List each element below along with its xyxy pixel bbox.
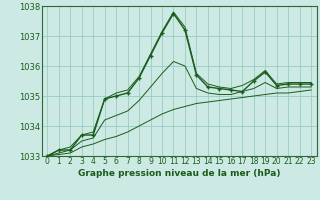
X-axis label: Graphe pression niveau de la mer (hPa): Graphe pression niveau de la mer (hPa)	[78, 169, 280, 178]
